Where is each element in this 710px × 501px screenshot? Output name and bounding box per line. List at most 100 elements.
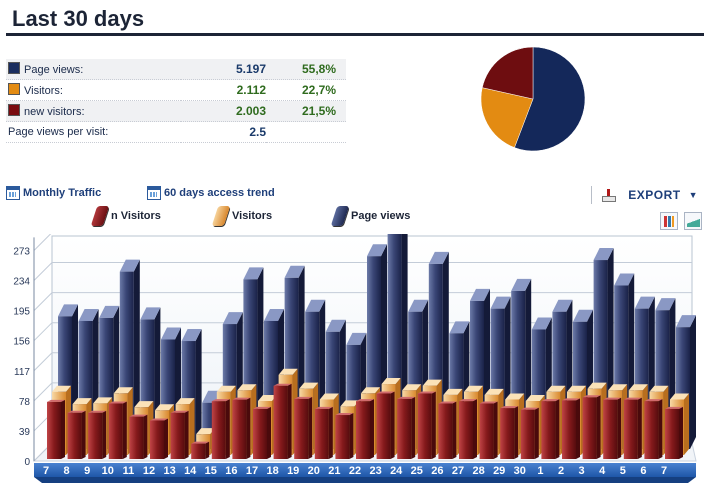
y-tick-label: 0 [24,457,30,468]
bar-new-visitors-top [459,399,477,402]
bar-new-visitors-side [658,399,663,459]
gridline-side [33,262,53,281]
bar-new-visitors-side [576,398,580,459]
bar-new-visitors [335,415,350,459]
bar-visitors-top [175,398,195,405]
x-tick-label: 28 [472,465,484,477]
title-divider [6,33,704,36]
bar-new-visitors-top [623,397,642,400]
x-tick-label: 11 [123,465,135,477]
bar-new-visitors-top [562,398,580,401]
bar-new-visitors [459,401,473,459]
x-tick-label: 9 [84,465,90,477]
y-tick-label: 234 [13,277,30,288]
bar-new-visitors-top [438,401,457,404]
bar-page-views-top [511,278,532,291]
bar-page-views-top [264,308,284,321]
legend-item-page-views[interactable]: Page views [330,206,410,226]
bar-new-visitors-top [356,399,374,402]
x-tick-label: 14 [184,465,197,477]
monthly-traffic-tab[interactable]: Monthly Traffic [6,186,101,200]
bar-new-visitors-top [129,414,148,417]
bar-visitors-top [216,385,236,392]
bar-chart-icon[interactable] [660,212,678,230]
summary-label: Page views: [24,64,84,76]
bar-new-visitors-top [108,401,127,404]
visitors-swatch [8,83,20,95]
bar-new-visitors-side [555,399,560,459]
bar-new-visitors-side [534,407,539,459]
bar-new-visitors-top [191,441,210,444]
area-chart-icon[interactable] [684,212,702,230]
pie-slice [481,46,534,100]
bar-new-visitors [582,397,597,459]
bar-page-views-side [690,315,696,449]
x-tick-label: 13 [163,465,175,477]
bar-new-visitors-side [617,397,622,459]
x-tick-label: 22 [349,465,361,477]
bar-visitors-top [484,388,504,395]
bar-new-visitors [273,385,288,459]
bar-page-views-top [119,259,140,272]
bar-new-visitors-side [102,410,107,459]
bar-new-visitors-top [47,399,65,402]
bar-new-visitors [88,412,103,459]
bar-new-visitors-side [184,410,189,459]
bar-new-visitors [47,401,61,459]
bar-new-visitors-top [314,406,333,409]
bar-new-visitors-side [267,406,271,459]
bar-page-views-top [284,265,305,278]
bar-new-visitors-top [67,410,86,413]
bar-visitors-top [567,385,586,392]
x-tick-label: 3 [579,465,585,477]
bar-page-views-top [140,307,161,320]
bar-page-views-top [470,288,490,301]
bar-new-visitors [376,393,391,459]
bar-new-visitors-side [61,399,65,459]
printer-icon [602,188,617,202]
legend-item-visitors[interactable]: Visitors [211,206,272,226]
x-tick-label: 20 [308,465,320,477]
y-tick-label: 195 [13,307,30,318]
x-tick-label: 16 [225,465,237,477]
new-visitors-swatch [8,104,20,116]
x-tick-label: 26 [431,465,443,477]
bar-new-visitors [500,408,515,459]
bar-new-visitors-side [205,441,210,459]
access-trend-tab[interactable]: 60 days access trend [147,186,275,200]
summary-label: Page views per visit: [8,126,109,138]
bar-new-visitors [479,403,494,459]
traffic-pie-chart [480,46,586,152]
export-menu[interactable]: EXPORT ▼ [591,186,698,204]
calendar-icon [6,186,20,200]
bar-page-views-top [490,296,511,309]
bar-new-visitors [541,401,556,459]
bar-new-visitors-side [637,397,642,459]
x-tick-label: 7 [661,465,667,477]
bar-new-visitors-top [335,413,354,416]
bar-visitors-top [93,397,113,404]
legend-item-new-visitors[interactable]: n Visitors [90,206,161,226]
bar-page-views-top [449,321,470,334]
x-tick-label: 10 [102,465,114,477]
bar-page-views-top [325,319,346,332]
bar-page-views-top [573,309,593,322]
bar-new-visitors [314,408,329,459]
bar-new-visitors-top [376,391,395,394]
y-tick-label: 78 [19,397,31,408]
summary-percent: 22,7% [266,79,346,101]
bar-new-visitors [232,399,247,459]
bar-page-views-top [161,327,181,340]
x-tick-label: 23 [369,465,381,477]
legend-swatch [330,206,350,226]
bar-new-visitors-top [294,396,313,399]
x-tick-label: 12 [143,465,155,477]
bar-visitors-top [505,393,525,400]
tab-label: Monthly Traffic [23,187,102,199]
bar-new-visitors [253,408,267,459]
bar-new-visitors [108,403,123,459]
bar-new-visitors-top [644,399,663,402]
bar-new-visitors-side [514,406,519,459]
bar-new-visitors-side [349,413,354,459]
x-tick-label: 15 [205,465,217,477]
